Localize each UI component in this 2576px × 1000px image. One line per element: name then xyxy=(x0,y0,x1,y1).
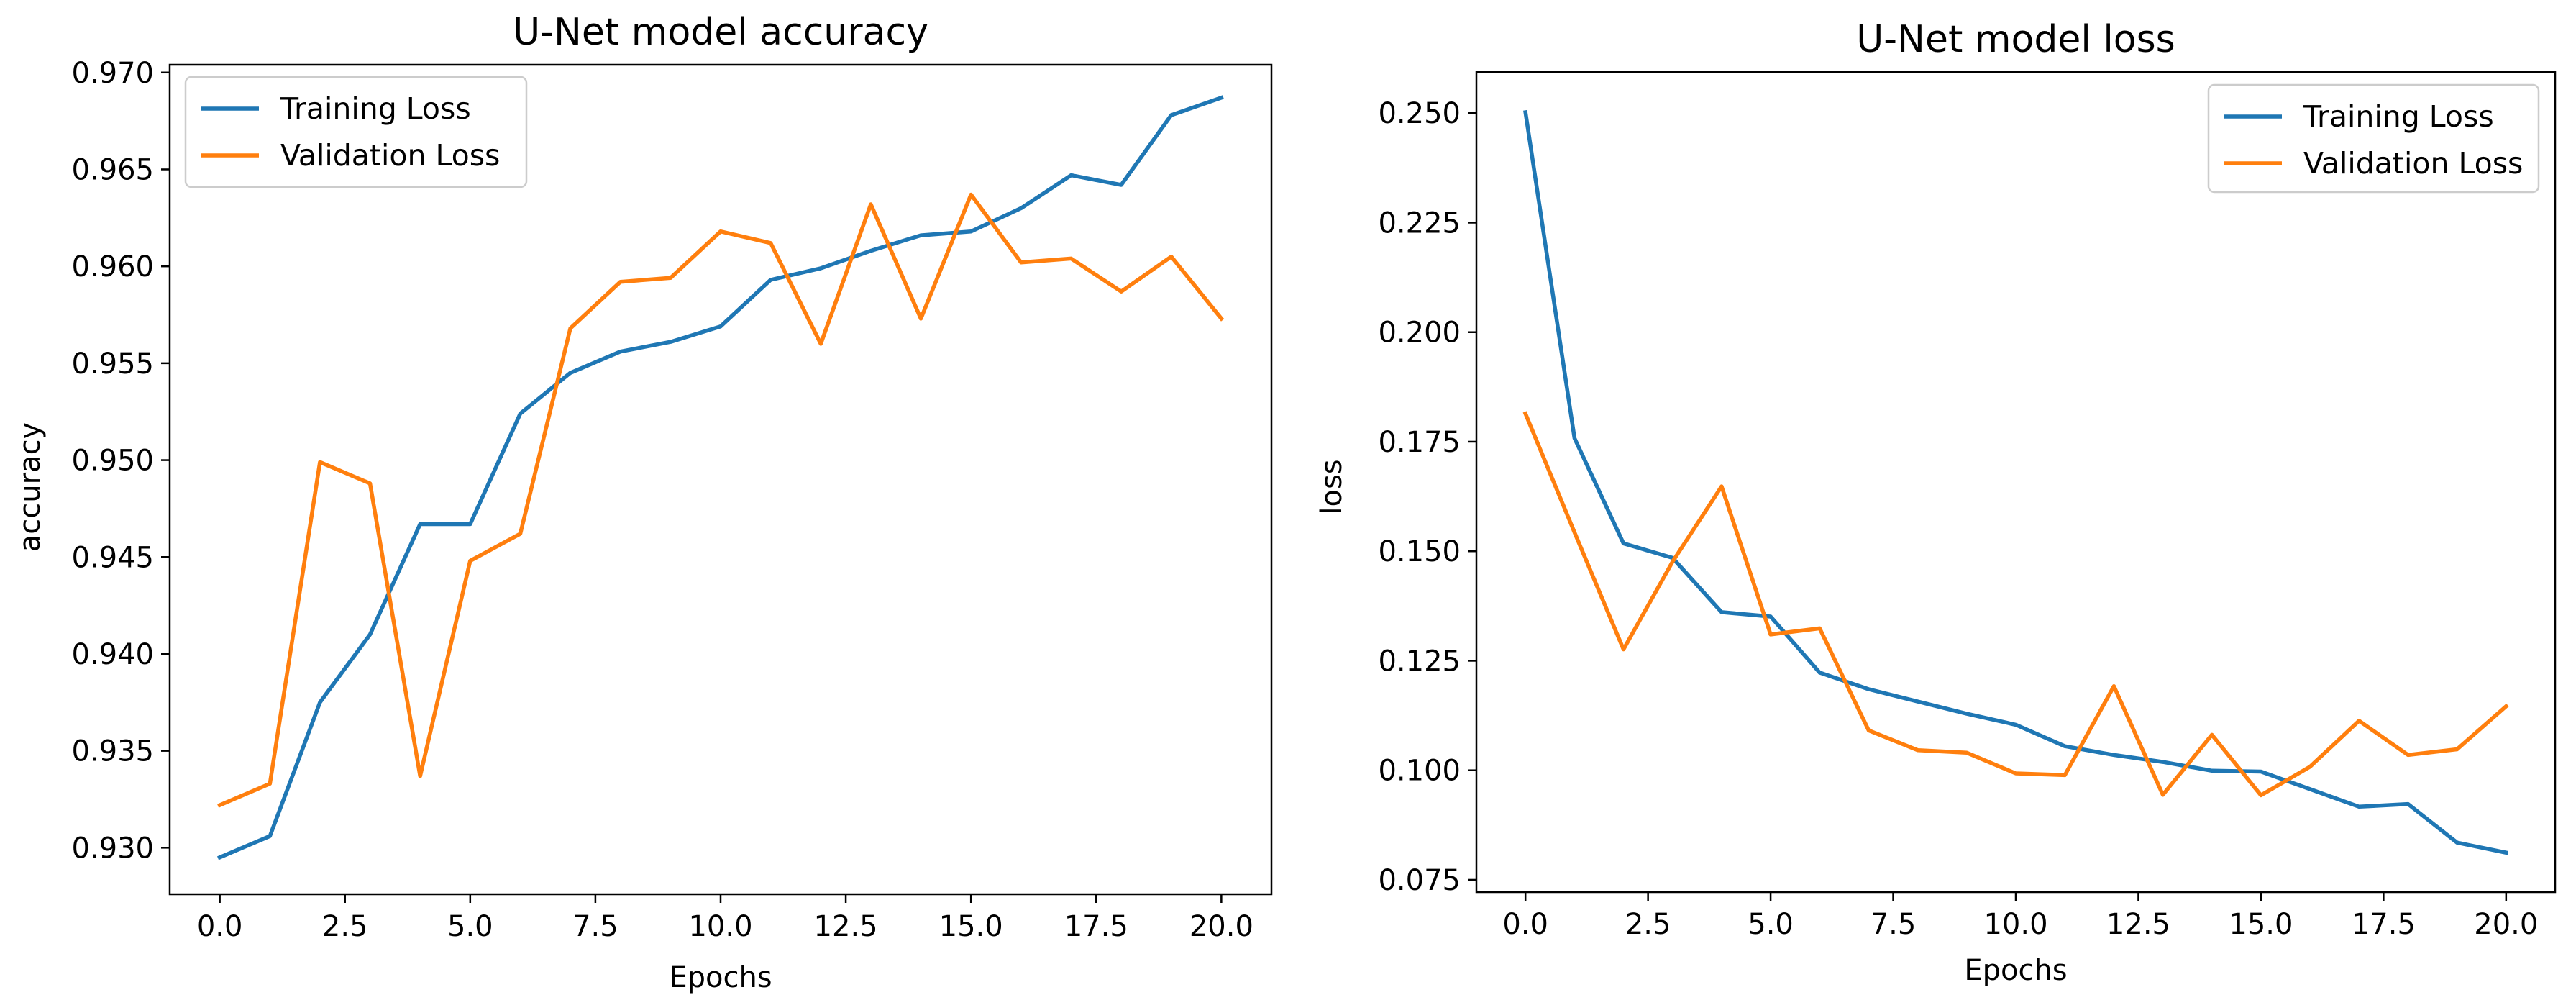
loss-x-axis-label: Epochs xyxy=(1964,954,2067,987)
loss-axes-frame xyxy=(1475,71,2557,894)
accuracy-y-tick-label: 0.950 xyxy=(71,445,154,478)
accuracy-x-tick-label: 17.5 xyxy=(1064,910,1128,943)
accuracy-y-tick-label: 0.970 xyxy=(71,57,154,90)
accuracy-y-tick-label: 0.930 xyxy=(71,832,154,865)
loss-chart-title: U-Net model loss xyxy=(1856,18,2175,61)
accuracy-legend: Training Loss Validation Loss xyxy=(184,76,528,188)
accuracy-y-tick-label: 0.955 xyxy=(71,347,154,381)
accuracy-x-tick-label: 2.5 xyxy=(322,910,368,943)
loss-legend-label: Validation Loss xyxy=(2303,146,2523,181)
accuracy-x-tick-label: 7.5 xyxy=(572,910,618,943)
accuracy-x-tick-label: 10.0 xyxy=(688,910,752,943)
accuracy-legend-label: Validation Loss xyxy=(280,138,500,173)
loss-y-tick-label: 0.175 xyxy=(1378,426,1461,459)
accuracy-y-tick-label: 0.960 xyxy=(71,250,154,283)
accuracy-legend-box xyxy=(184,76,528,188)
loss-plot-area: 0.0 2.5 5.0 7.5 10.0 12.5 15.0 17.5 20.0 0.075 0.1… xyxy=(1378,71,2557,941)
loss-series-validation-line xyxy=(1522,411,2509,798)
accuracy-y-tick-label: 0.935 xyxy=(71,735,154,768)
accuracy-legend-label: Training Loss xyxy=(280,91,471,126)
accuracy-series-training-line xyxy=(216,95,1224,860)
loss-legend-box xyxy=(2207,83,2540,194)
loss-x-tick-label: 5.0 xyxy=(1748,908,1794,941)
accuracy-x-tick-label: 12.5 xyxy=(814,910,878,943)
loss-y-tick-label: 0.200 xyxy=(1378,317,1461,350)
accuracy-x-tick-label: 5.0 xyxy=(447,910,493,943)
loss-y-tick-label: 0.125 xyxy=(1378,645,1461,678)
loss-x-tick-label: 17.5 xyxy=(2352,908,2416,941)
loss-y-tick-label: 0.100 xyxy=(1378,755,1461,788)
loss-y-tick-label: 0.150 xyxy=(1378,535,1461,568)
loss-legend: Training Loss Validation Loss xyxy=(2207,83,2540,194)
loss-x-tick-label: 10.0 xyxy=(1983,908,2047,941)
accuracy-chart-title: U-Net model accuracy xyxy=(513,11,928,54)
accuracy-x-tick-label: 0.0 xyxy=(197,910,243,943)
accuracy-plot-area: 0.0 2.5 5.0 7.5 10.0 12.5 15.0 17.5 20.0 0.930 0.9… xyxy=(71,57,1273,943)
loss-series-training-line xyxy=(1523,109,2509,855)
loss-y-tick-label: 0.225 xyxy=(1378,206,1461,240)
accuracy-y-tick-label: 0.945 xyxy=(71,541,154,574)
loss-y-axis-label: loss xyxy=(1315,459,1348,514)
accuracy-x-axis-label: Epochs xyxy=(669,961,772,994)
accuracy-y-axis-label: accuracy xyxy=(14,422,47,552)
accuracy-y-tick-label: 0.940 xyxy=(71,638,154,671)
loss-chart: U-Net model loss Epochs loss 0.0 2.5 5.0 7.… xyxy=(1315,18,2557,987)
loss-x-tick-label: 20.0 xyxy=(2474,908,2538,941)
accuracy-y-tick-label: 0.965 xyxy=(71,153,154,186)
loss-x-tick-label: 15.0 xyxy=(2229,908,2293,941)
loss-legend-label: Training Loss xyxy=(2303,99,2494,134)
loss-y-tick-label: 0.250 xyxy=(1378,97,1461,130)
loss-x-tick-label: 7.5 xyxy=(1871,908,1917,941)
accuracy-chart: U-Net model accuracy Epochs accuracy 0.0… xyxy=(14,11,1273,994)
accuracy-x-tick-label: 20.0 xyxy=(1189,910,1253,943)
loss-y-tick-label: 0.075 xyxy=(1378,864,1461,897)
loss-x-tick-label: 12.5 xyxy=(2106,908,2170,941)
accuracy-axes-frame xyxy=(168,63,1273,896)
loss-x-tick-label: 2.5 xyxy=(1625,908,1671,941)
accuracy-x-tick-label: 15.0 xyxy=(939,910,1003,943)
loss-x-tick-label: 0.0 xyxy=(1502,908,1548,941)
accuracy-series-validation-line xyxy=(216,192,1225,808)
